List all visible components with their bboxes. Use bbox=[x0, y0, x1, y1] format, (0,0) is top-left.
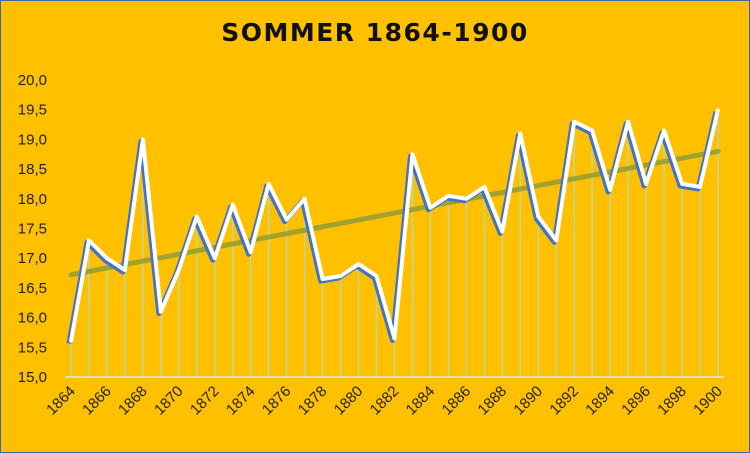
y-tick-label: 20,0 bbox=[18, 72, 47, 89]
data-point bbox=[159, 310, 163, 314]
data-point bbox=[662, 128, 666, 132]
x-tick-labels: 1864 1866 1868 1870 1872 1874 1876 1878 1880 1882… bbox=[43, 383, 726, 419]
x-tick-label: 1872 bbox=[187, 383, 223, 419]
x-tick-label: 1864 bbox=[43, 383, 79, 419]
data-point bbox=[626, 120, 630, 124]
series-group bbox=[66, 108, 720, 344]
data-point bbox=[393, 336, 396, 340]
x-tick-label: 1882 bbox=[367, 383, 403, 419]
y-tick-label: 19,5 bbox=[18, 102, 47, 119]
y-tick-label: 17,5 bbox=[18, 221, 47, 238]
data-point bbox=[303, 197, 307, 201]
y-tick-label: 16,0 bbox=[18, 310, 47, 327]
data-point bbox=[69, 339, 73, 343]
data-point bbox=[590, 128, 594, 132]
x-tick-label: 1894 bbox=[582, 383, 618, 419]
x-tick-label: 1880 bbox=[331, 383, 367, 419]
x-tick-label: 1874 bbox=[223, 383, 259, 419]
y-tick-label: 16,5 bbox=[18, 280, 47, 297]
trendline-group bbox=[68, 148, 721, 278]
data-point bbox=[680, 182, 684, 186]
data-point bbox=[554, 238, 558, 242]
x-tick-label: 1884 bbox=[403, 383, 439, 419]
x-tick-label: 1878 bbox=[295, 383, 331, 419]
data-point bbox=[213, 256, 217, 260]
data-point bbox=[285, 218, 289, 222]
data-point bbox=[410, 152, 414, 156]
x-tick-label: 1892 bbox=[546, 383, 582, 419]
data-point bbox=[141, 137, 145, 141]
x-tick-label: 1890 bbox=[510, 383, 546, 419]
data-point bbox=[231, 203, 235, 207]
data-point bbox=[698, 185, 702, 189]
x-tick-label: 1876 bbox=[259, 383, 295, 419]
data-point bbox=[87, 238, 91, 242]
y-tick-label: 15,5 bbox=[18, 339, 47, 356]
data-point bbox=[536, 215, 540, 219]
y-tick-labels: 15,0 15,5 16,0 16,5 17,0 17,5 18,0 18,5 19,0 19,5… bbox=[18, 72, 47, 386]
x-tick-label: 1886 bbox=[439, 383, 475, 419]
data-point bbox=[500, 229, 504, 233]
y-tick-label: 15,0 bbox=[18, 369, 47, 386]
data-point bbox=[482, 185, 486, 189]
data-point bbox=[716, 108, 720, 112]
x-tick-label: 1866 bbox=[79, 383, 115, 419]
y-tick-label: 18,5 bbox=[18, 161, 47, 178]
x-tick-label: 1896 bbox=[618, 383, 654, 419]
data-point bbox=[123, 268, 127, 272]
data-point bbox=[375, 274, 379, 278]
drop-lines bbox=[70, 109, 719, 377]
data-point bbox=[267, 182, 271, 186]
x-tick-label: 1888 bbox=[475, 383, 511, 419]
data-point bbox=[608, 188, 612, 192]
data-point bbox=[357, 262, 361, 266]
data-point bbox=[644, 182, 648, 186]
data-point bbox=[446, 194, 450, 198]
data-point bbox=[249, 250, 253, 254]
y-tick-label: 17,0 bbox=[18, 250, 47, 267]
x-tick-label: 1868 bbox=[115, 383, 151, 419]
chart-title: SOMMER 1864-1900 bbox=[221, 18, 529, 47]
data-point bbox=[105, 256, 109, 260]
data-point bbox=[518, 131, 522, 135]
data-point bbox=[572, 120, 576, 124]
data-point bbox=[428, 206, 432, 210]
y-tick-label: 19,0 bbox=[18, 131, 47, 148]
data-point bbox=[464, 197, 468, 201]
data-point bbox=[177, 268, 181, 272]
data-point bbox=[339, 274, 343, 278]
trendline bbox=[68, 148, 721, 278]
x-tick-label: 1870 bbox=[151, 383, 187, 419]
y-tick-label: 18,0 bbox=[18, 191, 47, 208]
x-tick-label: 1900 bbox=[690, 383, 726, 419]
data-point bbox=[195, 215, 199, 219]
data-point bbox=[321, 277, 325, 281]
series-line-shadow bbox=[66, 111, 719, 344]
x-tick-label: 1898 bbox=[654, 383, 690, 419]
